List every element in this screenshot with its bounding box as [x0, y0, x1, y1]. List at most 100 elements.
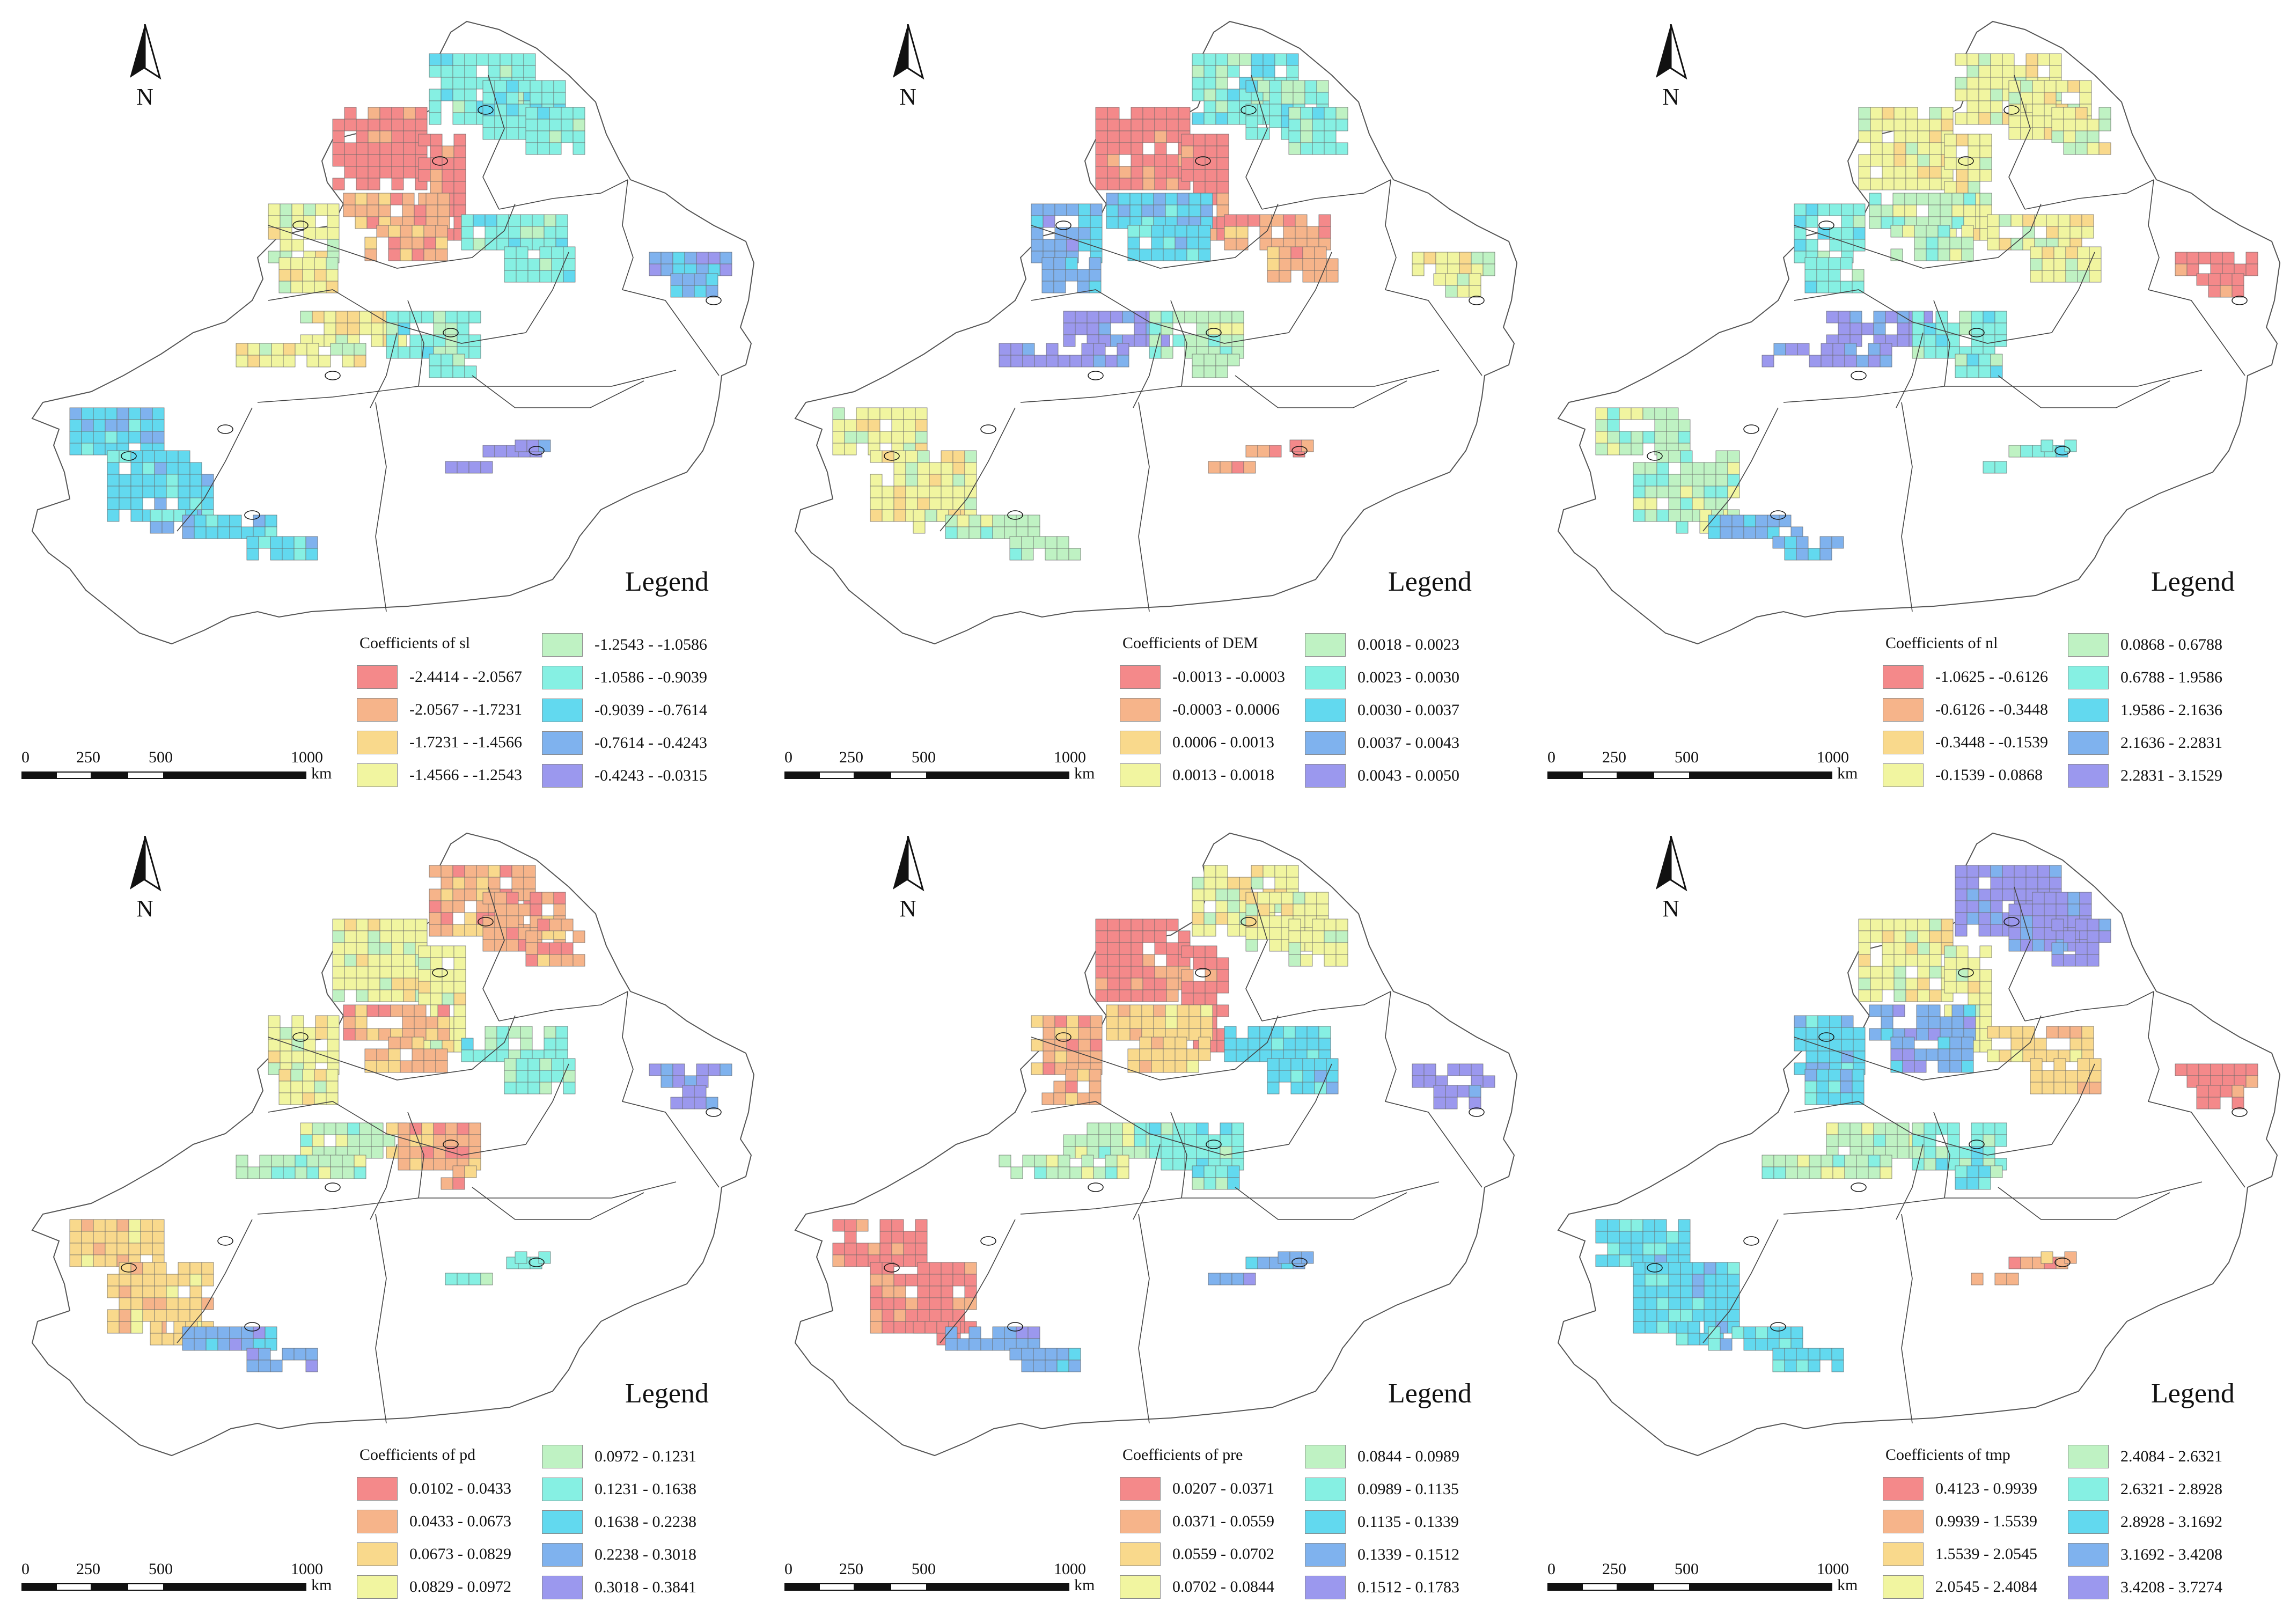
legend-range-label: 0.0702 - 0.0844 [1172, 1578, 1274, 1596]
grid-cell [1151, 1060, 1164, 1073]
grid-cell [1955, 53, 1968, 66]
grid-cell [2208, 1097, 2221, 1109]
grid-cell [1324, 954, 1337, 967]
legend-swatch [2068, 1576, 2109, 1599]
grid-cell [561, 954, 574, 967]
grid-cell [1668, 509, 1681, 522]
legend-swatch [357, 1477, 398, 1501]
grid-cell [1066, 1015, 1079, 1028]
grid-cell [1163, 225, 1176, 238]
grid-cell [917, 1297, 930, 1310]
grid-cell [1175, 1048, 1187, 1061]
grid-cell [1095, 107, 1108, 120]
grid-cell [359, 1134, 372, 1147]
legend-item: 1.9586 - 2.1636 [2068, 699, 2222, 722]
grid-cell [504, 270, 517, 283]
grid-cell [868, 407, 880, 420]
grid-cell [332, 119, 345, 131]
grid-cell [2079, 903, 2092, 916]
grid-cell [2025, 877, 2038, 890]
prefecture-boundary [370, 1144, 398, 1220]
grid-cell [93, 407, 106, 420]
grid-cell [532, 214, 545, 227]
grid-cell [453, 145, 466, 158]
grid-cell [1678, 431, 1691, 444]
grid-cell [2049, 865, 2062, 878]
grid-cell [421, 1134, 434, 1147]
grid-cell [452, 77, 465, 90]
grid-cell [354, 355, 366, 368]
legend-range-label: 0.0559 - 0.0702 [1172, 1545, 1274, 1563]
grid-cell [452, 112, 465, 125]
legend-swatch [2068, 699, 2109, 722]
legend-range-label: 0.0018 - 0.0023 [1357, 636, 1459, 653]
grid-cell [929, 1262, 942, 1275]
grid-cell [952, 474, 965, 487]
grid-cell [107, 1321, 120, 1334]
grid-cell [1131, 978, 1143, 990]
legend-title: Coefficients of DEM [1122, 634, 1258, 652]
grid-cell [1098, 1134, 1111, 1147]
grid-cell [1078, 239, 1091, 252]
grid-cell [425, 193, 438, 205]
grid-cell [882, 1297, 894, 1310]
grid-cell [1727, 1274, 1740, 1287]
grid-cell [553, 892, 566, 905]
grid-cell [980, 515, 993, 527]
grid-cell [1785, 1166, 1798, 1179]
grid-cell [1188, 204, 1201, 217]
city-outline [1206, 328, 1222, 337]
grid-cell [142, 1285, 155, 1298]
grid-cell [1312, 942, 1325, 955]
grid-cell [441, 912, 453, 925]
grid-cell [93, 1243, 106, 1255]
grid-cell [530, 892, 542, 905]
grid-cell [391, 930, 404, 943]
prefecture-boundary [268, 203, 516, 269]
grid-cell [366, 1004, 379, 1017]
grid-cell [271, 355, 284, 368]
grid-cell [1107, 119, 1120, 131]
grid-cell [1680, 1262, 1693, 1275]
legend-item: -2.4414 - -2.0567 [357, 665, 522, 689]
map-panel-sl: N Legend Coefficients of sl -2.4414 - -2.05… [0, 0, 763, 812]
grid-cell [1645, 1309, 1657, 1322]
grid-cell [832, 443, 845, 455]
grid-cell [1731, 515, 1744, 527]
grid-cell [941, 1262, 953, 1275]
grid-cell [305, 548, 318, 561]
scale-tick-label: 1000 [1054, 1560, 1086, 1578]
grid-cell [516, 1082, 529, 1094]
grid-cell [2077, 246, 2090, 259]
grid-cell [1335, 142, 1348, 155]
grid-cell [1301, 1251, 1314, 1264]
grid-cell [1098, 322, 1111, 335]
grid-cell [2079, 92, 2092, 105]
grid-cell [300, 1134, 313, 1147]
grid-cell [332, 942, 345, 955]
grid-cell [452, 877, 465, 890]
grid-cell [1645, 1321, 1657, 1334]
grid-cell [69, 419, 82, 432]
legend-swatch [1120, 1575, 1161, 1599]
grid-cell [706, 273, 718, 286]
prefecture-boundary [268, 1063, 569, 1156]
grid-cell [2075, 130, 2088, 143]
grid-cell [2037, 53, 2050, 66]
grid-cell [563, 270, 576, 283]
grid-cell [1858, 942, 1871, 955]
grid-cell [1279, 270, 1291, 283]
grid-cell [1269, 92, 1282, 105]
grid-cell [1053, 281, 1066, 293]
grid-cell [905, 462, 918, 475]
grid-cell [1940, 204, 1953, 217]
grid-cell [290, 281, 303, 293]
grid-cell [1645, 486, 1657, 498]
grid-cell [1031, 227, 1044, 240]
grid-cell [1773, 1166, 1786, 1179]
grid-cell [1704, 1274, 1716, 1287]
grid-cell [189, 1262, 202, 1275]
grid-cell [315, 1027, 328, 1040]
legend-item: -1.0625 - -0.6126 [1883, 665, 2048, 689]
grid-cell [941, 1297, 953, 1310]
